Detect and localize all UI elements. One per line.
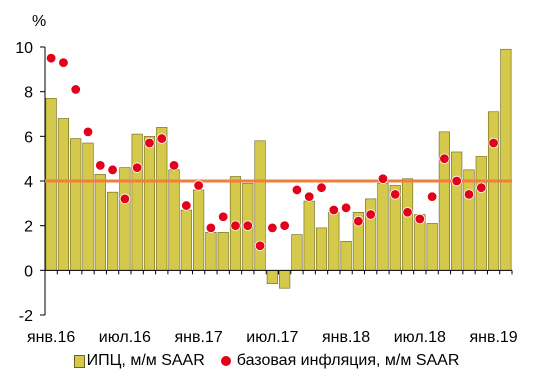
core-inflation-point	[95, 160, 106, 171]
core-inflation-point	[402, 207, 413, 218]
core-inflation-point	[365, 209, 376, 220]
cpi-bar	[70, 138, 82, 271]
legend-item-core: базовая инфляция, м/м SAAR	[205, 352, 460, 370]
core-inflation-point	[316, 182, 327, 193]
cpi-bar	[500, 48, 512, 271]
x-tick-label: янв.17	[174, 329, 222, 346]
cpi-bar	[45, 98, 57, 271]
unit-label: %	[32, 13, 46, 30]
core-inflation-point	[328, 204, 340, 216]
y-tick-label: 6	[24, 129, 33, 146]
core-inflation-point	[131, 162, 143, 173]
core-inflation-points	[45, 52, 499, 251]
cpi-bar	[279, 270, 291, 289]
cpi-bar	[180, 209, 192, 271]
cpi-bar	[377, 182, 389, 271]
core-inflation-point	[230, 220, 241, 231]
cpi-bar	[487, 111, 500, 271]
core-inflation-point	[58, 57, 69, 68]
core-inflation-point	[353, 215, 364, 227]
core-inflation-point	[156, 133, 167, 144]
cpi-bar	[57, 118, 70, 271]
x-tick-label: июл.16	[99, 329, 151, 346]
core-inflation-point	[70, 84, 81, 95]
cpi-bar	[143, 136, 156, 271]
core-inflation-point	[340, 202, 352, 214]
cpi-bar	[340, 241, 352, 271]
cpi-bar	[131, 133, 143, 271]
core-inflation-point	[144, 137, 155, 149]
x-tick-label: июл.18	[394, 329, 446, 346]
cpi-bar	[291, 234, 303, 271]
cpi-bar	[94, 174, 106, 271]
legend-item-cpi: ИПЦ, м/м SAAR	[73, 352, 205, 370]
core-inflation-point	[377, 173, 389, 184]
cpi-bar	[266, 270, 278, 285]
cpi-bar	[156, 127, 168, 271]
legend-label-core: базовая инфляция, м/м SAAR	[236, 352, 460, 369]
cpi-bar	[401, 178, 414, 271]
core-inflation-point	[267, 222, 278, 234]
core-inflation-point	[291, 184, 303, 196]
cpi-bar	[463, 169, 475, 271]
legend-dot-swatch	[220, 356, 231, 366]
cpi-bar	[107, 191, 119, 271]
cpi-bar	[217, 232, 229, 271]
core-inflation-point	[193, 180, 204, 191]
cpi-bar	[451, 151, 463, 271]
cpi-bar	[82, 142, 94, 271]
cpi-bar	[193, 189, 205, 271]
core-inflation-point	[304, 191, 315, 202]
core-inflation-point	[279, 220, 290, 231]
core-inflation-point	[414, 213, 426, 225]
core-inflation-point	[254, 240, 266, 251]
y-tick-label: -2	[19, 308, 33, 325]
core-inflation-point	[168, 160, 180, 171]
x-tick-labels: янв.16 июл.16 янв.17 июл.17 янв.18 июл.18 янв.…	[27, 329, 518, 346]
core-inflation-point	[390, 189, 401, 200]
x-tick-label: июл.17	[246, 329, 298, 346]
y-tick-label: 8	[24, 85, 33, 102]
core-inflation-point	[45, 52, 57, 64]
cpi-bar	[475, 156, 487, 271]
cpi-bar	[119, 167, 131, 271]
core-inflation-point	[439, 153, 450, 164]
cpi-bar	[315, 227, 328, 271]
x-tick-label: янв.16	[27, 329, 75, 346]
core-inflation-point	[242, 220, 253, 231]
core-inflation-point	[463, 189, 475, 200]
y-tick-label: 0	[24, 263, 33, 280]
core-inflation-point	[217, 211, 229, 222]
cpi-bar	[168, 169, 180, 271]
core-inflation-point	[107, 164, 118, 176]
legend-label-cpi: ИПЦ, м/м SAAR	[86, 352, 205, 369]
core-inflation-point	[451, 175, 462, 187]
y-tick-label: 2	[24, 219, 33, 236]
x-axis	[44, 269, 513, 275]
core-inflation-point	[488, 137, 499, 149]
y-axis: -2 0 2 4 6 8 10	[15, 40, 46, 325]
legend: ИПЦ, м/м SAAR базовая инфляция, м/м SAAR	[0, 352, 533, 370]
x-tick-label: янв.19	[469, 329, 517, 346]
core-inflation-point	[205, 222, 217, 234]
legend-bar-swatch	[73, 354, 85, 368]
core-inflation-point	[82, 126, 94, 138]
core-inflation-point	[181, 200, 192, 211]
y-tick-label: 4	[24, 174, 33, 191]
core-inflation-point	[119, 193, 131, 205]
cpi-bar	[205, 232, 217, 271]
cpi-bar	[303, 200, 315, 271]
y-tick-label: 10	[15, 40, 33, 57]
cpi-bar	[426, 223, 438, 271]
core-inflation-point	[476, 182, 487, 193]
cpi-bar	[328, 211, 340, 271]
core-inflation-point	[426, 191, 438, 202]
x-tick-label: янв.18	[322, 329, 370, 346]
cpi-bar	[438, 131, 450, 271]
